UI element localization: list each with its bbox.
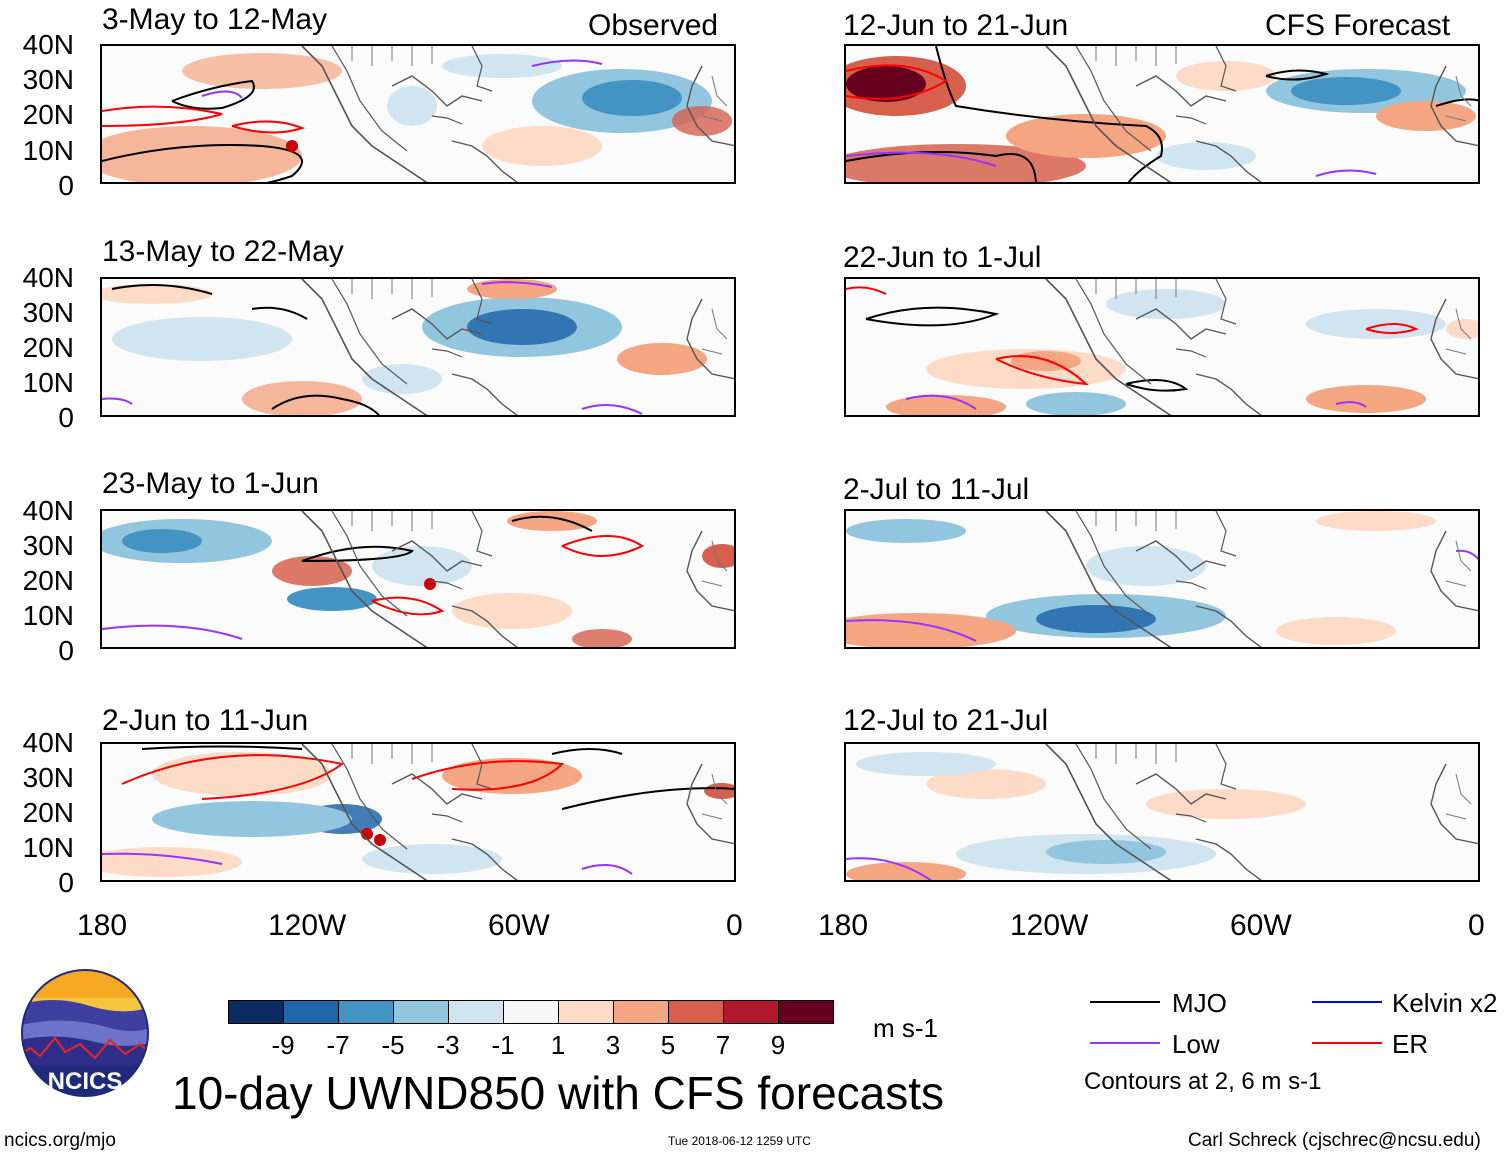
colorbar-swatch [723, 1000, 779, 1024]
legend-line-low [1090, 1042, 1160, 1044]
ncics-logo: NCICS [10, 968, 160, 1098]
colorbar-swatch [778, 1000, 834, 1024]
footer-timestamp: Tue 2018-06-12 1259 UTC [668, 1134, 811, 1148]
panel-title: 23-May to 1-Jun [102, 467, 319, 500]
legend-note: Contours at 2, 6 m s-1 [1084, 1068, 1322, 1095]
map-panel-observed-3 [100, 509, 736, 649]
map-panel-forecast-3 [844, 509, 1480, 649]
panel-title: 3-May to 12-May [102, 3, 328, 36]
colorbar-units: m s-1 [873, 1013, 938, 1043]
panel-title: 2-Jun to 11-Jun [102, 704, 309, 737]
map-panel-observed-4 [100, 742, 736, 882]
legend-label-low: Low [1172, 1029, 1220, 1059]
colorbar [228, 1000, 834, 1024]
main-title: 10-day UWND850 with CFS forecasts [172, 1067, 945, 1119]
colorbar-swatch [283, 1000, 339, 1024]
forecast-label: CFS Forecast [1265, 9, 1451, 42]
panel-title: 13-May to 22-May [102, 235, 344, 268]
observed-label: Observed [588, 9, 719, 42]
legend-line-mjo [1090, 1001, 1160, 1003]
map-panel-forecast-1 [844, 44, 1480, 184]
map-panel-observed-1 [100, 44, 736, 184]
colorbar-swatch [393, 1000, 449, 1024]
legend-line-kelvin [1312, 1001, 1382, 1003]
legend-line-er [1312, 1042, 1382, 1044]
colorbar-swatch [338, 1000, 394, 1024]
colorbar-swatch [613, 1000, 669, 1024]
map-panel-forecast-4 [844, 742, 1480, 882]
panel-title: 12-Jul to 21-Jul [843, 704, 1049, 737]
map-panel-observed-2 [100, 277, 736, 417]
colorbar-swatch [228, 1000, 284, 1024]
svg-text:NCICS: NCICS [48, 1068, 123, 1095]
panel-title: 22-Jun to 1-Jul [843, 241, 1042, 274]
footer-credit: Carl Schreck (cjschrec@ncsu.edu) [1188, 1130, 1481, 1151]
panel-title: 12-Jun to 21-Jun [843, 9, 1069, 42]
colorbar-swatch [503, 1000, 559, 1024]
footer-url: ncics.org/mjo [4, 1130, 116, 1151]
legend-label-kelvin: Kelvin x2 [1392, 988, 1498, 1018]
colorbar-swatch [448, 1000, 504, 1024]
map-panel-forecast-2 [844, 277, 1480, 417]
legend-label-mjo: MJO [1172, 988, 1227, 1018]
colorbar-swatch [668, 1000, 724, 1024]
panel-title: 2-Jul to 11-Jul [843, 473, 1030, 506]
colorbar-swatch [558, 1000, 614, 1024]
legend-label-er: ER [1392, 1029, 1429, 1059]
